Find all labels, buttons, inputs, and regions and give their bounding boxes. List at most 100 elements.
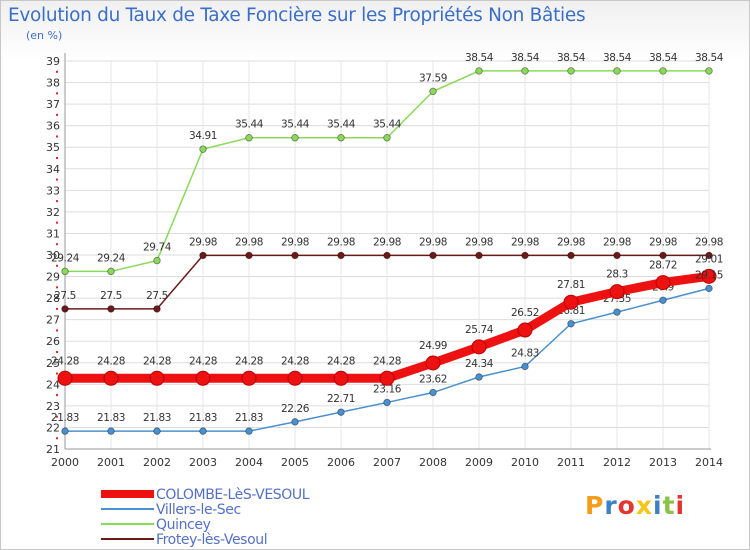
- series-colombe-l-s-vesoul: 24.28 24.28 24.28 24.28 24.28 24.28 24.28 24.28…: [51, 253, 723, 386]
- data-point: [61, 305, 69, 313]
- data-label: 28.3: [606, 269, 628, 281]
- data-point: [61, 267, 69, 276]
- data-label: 29.24: [51, 252, 80, 264]
- legend-label: Villers-le-Sec: [156, 502, 241, 518]
- data-point: [383, 251, 391, 260]
- data-point: [429, 388, 437, 397]
- y-tick-label: 29: [46, 271, 60, 284]
- y-tick-label: 22: [46, 421, 60, 434]
- data-label: 29.98: [465, 236, 493, 248]
- data-label: 38.54: [557, 52, 586, 64]
- data-point: [705, 284, 713, 293]
- x-tick-label: 2008: [419, 456, 447, 469]
- y-tick-label: 25: [46, 357, 60, 370]
- chart-title: Evolution du Taux de Taxe Foncière sur l…: [8, 5, 586, 26]
- data-label: 35.44: [235, 119, 264, 131]
- data-label: 24.34: [465, 358, 494, 370]
- x-tick-label: 2012: [603, 456, 631, 469]
- y-tick-label: 33: [46, 184, 60, 197]
- data-point: [613, 67, 621, 75]
- y-minor-tick: [56, 243, 58, 246]
- y-minor-tick: [56, 286, 58, 289]
- logo-letter: P: [585, 491, 605, 520]
- data-label: 29.98: [695, 236, 723, 248]
- x-tick-label: 2003: [189, 456, 217, 469]
- data-label: 24.28: [327, 355, 355, 367]
- data-point: [613, 251, 621, 260]
- data-point: [429, 87, 437, 96]
- data-point: [195, 370, 211, 386]
- data-point: [107, 305, 115, 313]
- y-minor-tick: [56, 372, 58, 375]
- data-label: 24.28: [189, 355, 217, 367]
- data-label: 29.01: [695, 253, 723, 265]
- data-point: [291, 418, 299, 426]
- data-point: [149, 370, 165, 386]
- data-point: [609, 284, 625, 300]
- data-point: [333, 370, 349, 386]
- y-tick-label: 28: [46, 292, 60, 305]
- y-tick-label: 32: [46, 206, 60, 219]
- x-tick-label: 2011: [557, 456, 585, 469]
- data-point: [287, 370, 303, 386]
- y-minor-tick: [56, 221, 58, 224]
- y-tick-label: 35: [46, 141, 60, 154]
- data-point: [57, 370, 73, 386]
- data-label: 22.71: [327, 393, 355, 405]
- data-label: 29.98: [235, 236, 263, 248]
- data-label: 27.5: [54, 290, 76, 302]
- data-label: 24.28: [281, 355, 309, 367]
- y-minor-tick: [56, 135, 58, 138]
- data-point: [153, 305, 161, 313]
- data-label: 24.28: [97, 355, 125, 367]
- data-label: 35.44: [327, 119, 356, 131]
- data-point: [659, 296, 667, 304]
- y-minor-tick: [56, 351, 58, 353]
- y-minor-tick: [56, 92, 58, 95]
- y-minor-tick: [56, 307, 58, 310]
- data-label: 38.54: [511, 52, 540, 64]
- y-minor-tick: [56, 113, 58, 116]
- data-label: 24.28: [373, 355, 401, 367]
- data-label: 38.54: [465, 52, 494, 64]
- data-label: 29.24: [97, 252, 126, 264]
- x-tick-label: 2004: [235, 456, 263, 469]
- data-label: 34.91: [189, 130, 217, 142]
- data-label: 24.99: [419, 340, 447, 352]
- data-point: [655, 275, 671, 291]
- data-point: [567, 320, 575, 328]
- data-point: [199, 251, 207, 260]
- data-label: 29.98: [511, 236, 539, 248]
- data-point: [563, 294, 579, 310]
- legend-label: COLOMBE-LèS-VESOUL: [156, 487, 310, 503]
- series-villers-le-sec: 21.83 21.83 21.83 21.83 21.83 22.26 22.71 23.16…: [51, 281, 713, 435]
- data-label: 29.98: [327, 236, 355, 248]
- data-point: [245, 134, 253, 142]
- data-point: [567, 251, 575, 260]
- data-label: 24.28: [51, 355, 79, 367]
- y-minor-tick: [56, 415, 58, 418]
- data-label: 23.16: [373, 383, 402, 395]
- data-point: [613, 308, 621, 316]
- x-tick-label: 2005: [281, 456, 309, 469]
- data-point: [429, 251, 437, 260]
- y-tick-label: 30: [46, 249, 60, 262]
- data-point: [245, 427, 253, 435]
- data-label: 24.28: [143, 355, 171, 367]
- y-tick-label: 24: [46, 378, 60, 391]
- y-tick-label: 21: [46, 443, 60, 456]
- data-label: 21.83: [143, 412, 171, 424]
- legend-label: Frotey-lès-Vesoul: [156, 532, 267, 548]
- y-minor-tick: [56, 264, 58, 267]
- data-point: [521, 251, 529, 260]
- data-label: 35.44: [281, 119, 310, 131]
- data-point: [245, 251, 253, 260]
- logo-letter: i: [675, 491, 686, 520]
- y-tick-label: 36: [46, 120, 60, 133]
- y-minor-tick: [56, 200, 58, 203]
- data-point: [61, 427, 69, 435]
- y-tick-label: 38: [46, 77, 60, 90]
- x-tick-label: 2014: [695, 456, 723, 469]
